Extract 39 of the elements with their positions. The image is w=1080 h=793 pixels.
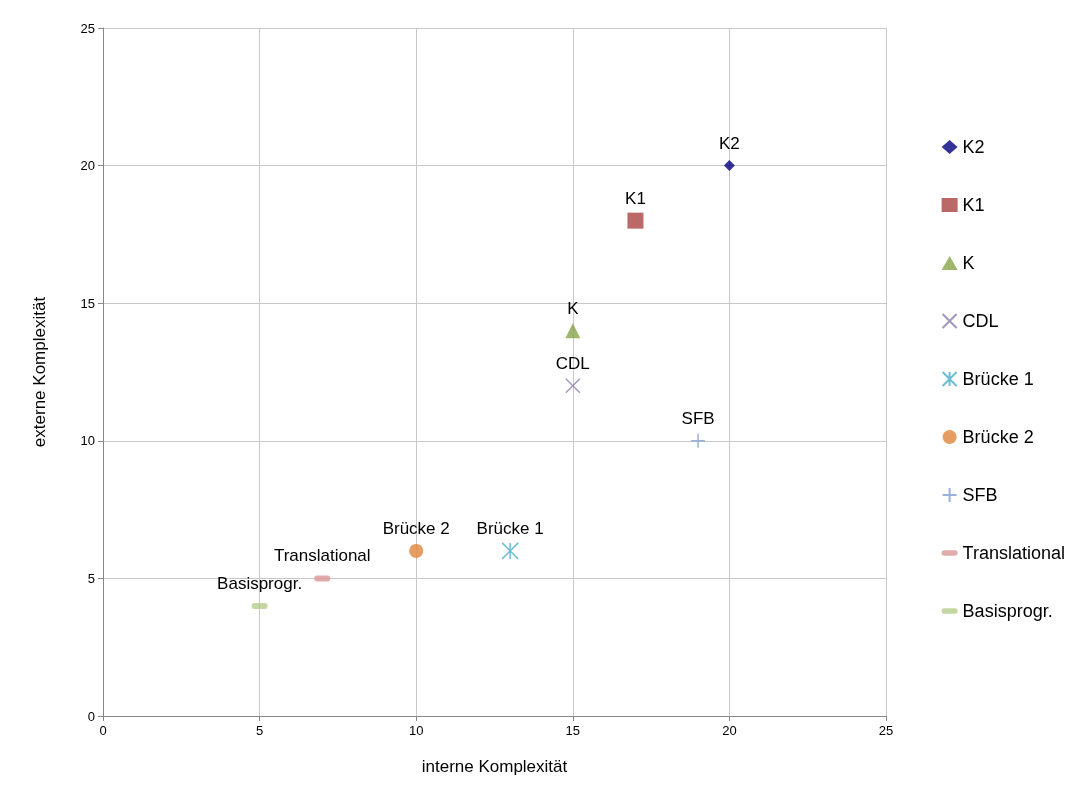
y-axis-title: externe Komplexität xyxy=(30,296,49,448)
y-tick-label: 5 xyxy=(87,570,95,586)
point xyxy=(627,212,644,229)
y-tick-label: 15 xyxy=(80,295,95,311)
point xyxy=(565,323,581,339)
point xyxy=(690,433,706,449)
annotation: Basisprogr. xyxy=(217,573,303,593)
legend-label: Basisprogr. xyxy=(962,601,1053,621)
annotation: Translational xyxy=(273,546,371,566)
x-tick-label: 25 xyxy=(878,723,894,738)
y-tick-label: 0 xyxy=(87,708,95,724)
x-axis-title: interne Komplexität xyxy=(421,757,568,776)
x-tick-label: 5 xyxy=(255,723,264,738)
y-tick-label: 25 xyxy=(80,20,95,36)
y-tick-label: 10 xyxy=(80,433,95,449)
legend-label: K xyxy=(962,253,975,273)
annotation: K1 xyxy=(625,188,646,208)
y-tick-label: 20 xyxy=(80,158,95,174)
legend-label: CDL xyxy=(962,311,999,331)
x-tick-label: 0 xyxy=(99,723,107,738)
annotation: K2 xyxy=(719,133,740,153)
x-tick-label: 15 xyxy=(565,723,581,738)
annotation: Brücke 1 xyxy=(476,518,544,538)
legend-label: SFB xyxy=(962,485,998,505)
legend-label: K2 xyxy=(962,137,985,157)
point xyxy=(501,542,519,560)
legend-label: Brücke 2 xyxy=(962,427,1034,447)
x-tick-label: 10 xyxy=(408,723,424,738)
legend-label: K1 xyxy=(962,195,985,215)
annotation: SFB xyxy=(681,408,715,428)
annotation: CDL xyxy=(555,353,590,373)
point xyxy=(723,160,735,172)
legend-label: Brücke 1 xyxy=(962,369,1034,389)
x-tick-label: 20 xyxy=(722,723,737,738)
annotation: K xyxy=(567,298,580,318)
legend-label: Translational xyxy=(962,543,1066,563)
annotation: Brücke 2 xyxy=(382,518,450,538)
point xyxy=(409,543,424,558)
point xyxy=(565,378,581,394)
